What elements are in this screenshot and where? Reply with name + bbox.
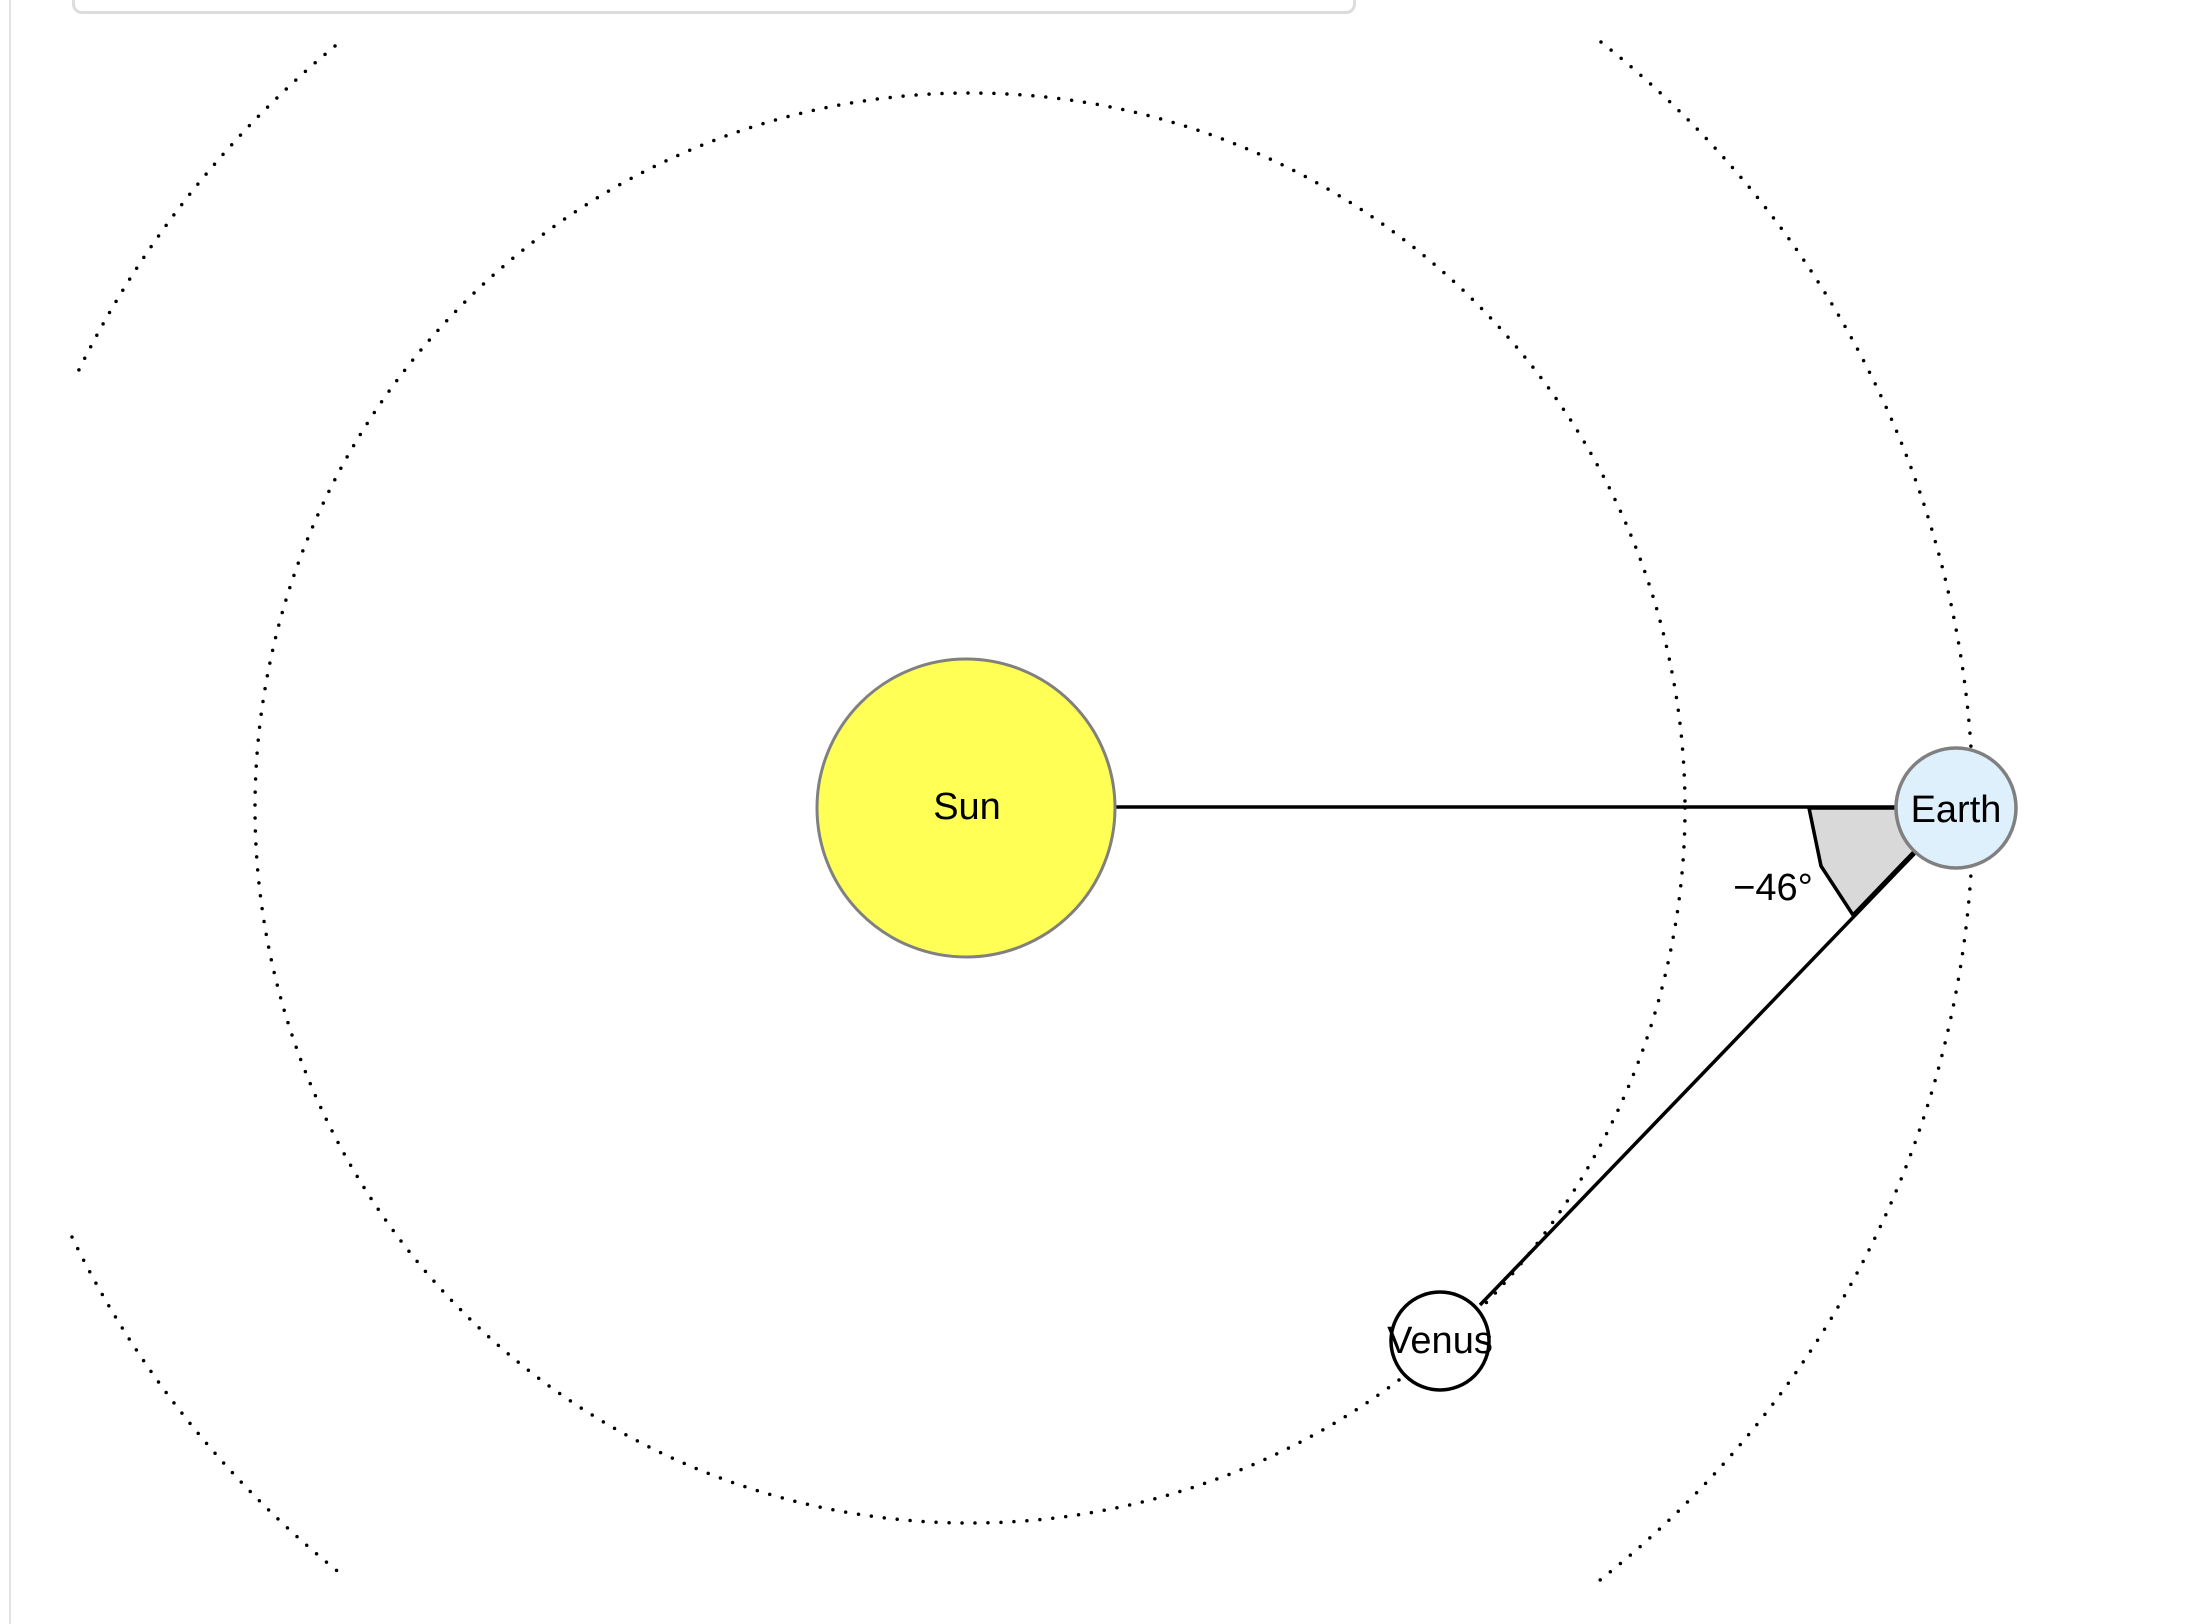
- earth-label: Earth: [1911, 789, 2002, 831]
- elongation-angle-label: −46°: [1733, 867, 1813, 909]
- sun-disc: [815, 657, 1117, 959]
- earth-disc: [1894, 746, 2018, 870]
- top-panel: [72, 0, 1356, 14]
- earth-orbit-arc-top-left: [73, 44, 337, 380]
- earth: Earth: [1894, 746, 2018, 870]
- venus: Venus: [1387, 1290, 1493, 1392]
- earth-orbit-arc-bottom-left: [70, 1235, 348, 1580]
- earth-venus-line: [1478, 850, 1918, 1307]
- sun-label: Sun: [933, 786, 1001, 828]
- venus-label: Venus: [1387, 1320, 1493, 1362]
- left-border: [9, 0, 11, 1624]
- sun: Sun: [815, 657, 1117, 959]
- venus-disc: [1389, 1290, 1491, 1392]
